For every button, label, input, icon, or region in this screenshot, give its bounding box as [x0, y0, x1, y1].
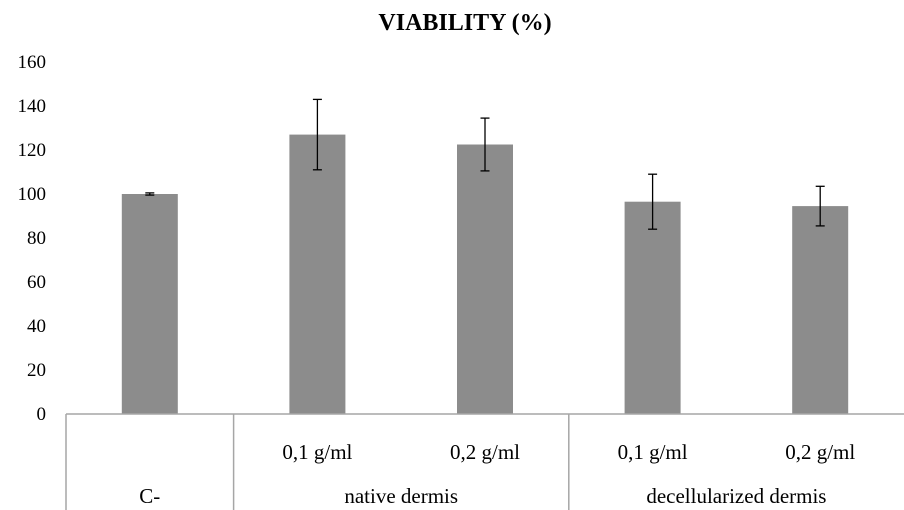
x-axis-table: C-native dermis decellularized dermis 0,1 …	[65, 413, 904, 510]
y-tick-label: 20	[27, 360, 46, 381]
bar	[624, 201, 681, 414]
group-label: C-	[139, 484, 160, 508]
category-label: 0,1 g/ml	[618, 440, 688, 464]
y-tick-label: 80	[27, 228, 46, 249]
y-tick-label: 40	[27, 316, 46, 337]
bar	[289, 134, 346, 414]
y-tick-label: 0	[37, 404, 47, 425]
bar	[457, 144, 513, 414]
y-tick-label: 60	[27, 272, 46, 293]
y-tick-label: 140	[18, 96, 47, 117]
bar	[121, 194, 178, 414]
bars	[121, 134, 849, 414]
category-label: 0,2 g/ml	[785, 440, 855, 464]
category-label: 0,1 g/ml	[282, 440, 352, 464]
chart-title: VIABILITY (%)	[378, 10, 551, 36]
group-label: decellularized dermis	[646, 484, 826, 508]
category-label: 0,2 g/ml	[450, 440, 520, 464]
bar	[792, 206, 849, 414]
y-axis: 0 20 40 60 80 100 120 140 160	[18, 52, 47, 425]
y-tick-label: 160	[18, 52, 47, 73]
group-label: native dermis	[344, 484, 458, 508]
y-tick-label: 120	[18, 140, 47, 161]
error-bars	[145, 98, 825, 230]
y-tick-label: 100	[18, 184, 47, 205]
